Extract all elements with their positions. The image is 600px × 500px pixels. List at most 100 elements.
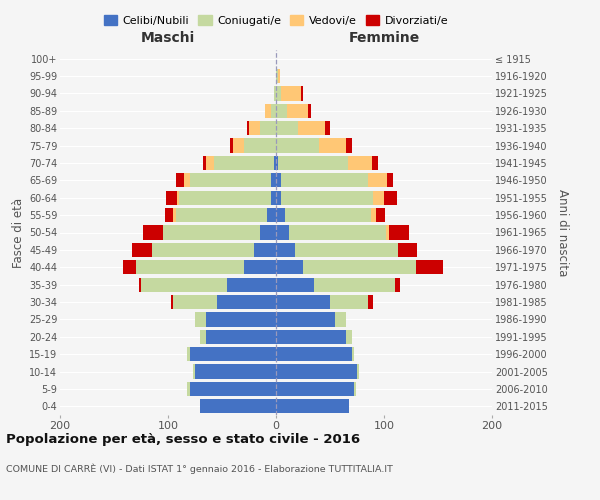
- Bar: [276, 190, 281, 205]
- Bar: [230, 138, 233, 152]
- Bar: [308, 104, 311, 118]
- Bar: [265, 104, 271, 118]
- Bar: [372, 156, 377, 170]
- Bar: [354, 382, 356, 396]
- Bar: [166, 190, 176, 205]
- Bar: [244, 138, 276, 152]
- Bar: [217, 295, 276, 309]
- Bar: [298, 121, 325, 136]
- Y-axis label: Anni di nascita: Anni di nascita: [556, 189, 569, 276]
- Bar: [276, 399, 349, 413]
- Bar: [289, 226, 386, 239]
- Bar: [416, 260, 443, 274]
- Bar: [276, 312, 335, 326]
- Bar: [276, 278, 314, 292]
- Bar: [195, 364, 276, 378]
- Bar: [281, 173, 368, 188]
- Bar: [184, 173, 190, 188]
- Bar: [190, 347, 276, 362]
- Bar: [281, 190, 373, 205]
- Bar: [227, 278, 276, 292]
- Bar: [346, 330, 352, 344]
- Bar: [206, 156, 214, 170]
- Bar: [276, 138, 319, 152]
- Bar: [176, 208, 268, 222]
- Bar: [386, 226, 389, 239]
- Bar: [276, 104, 287, 118]
- Bar: [195, 312, 206, 326]
- Bar: [325, 121, 330, 136]
- Bar: [176, 190, 179, 205]
- Bar: [274, 156, 276, 170]
- Bar: [190, 173, 271, 188]
- Bar: [314, 278, 395, 292]
- Bar: [206, 312, 276, 326]
- Y-axis label: Fasce di età: Fasce di età: [11, 198, 25, 268]
- Bar: [368, 173, 387, 188]
- Bar: [389, 226, 409, 239]
- Bar: [352, 347, 354, 362]
- Bar: [133, 243, 152, 257]
- Bar: [371, 208, 376, 222]
- Bar: [301, 86, 303, 101]
- Bar: [384, 190, 397, 205]
- Bar: [276, 260, 303, 274]
- Bar: [287, 104, 308, 118]
- Bar: [187, 382, 190, 396]
- Bar: [368, 295, 373, 309]
- Bar: [276, 156, 278, 170]
- Bar: [271, 173, 276, 188]
- Bar: [165, 208, 173, 222]
- Bar: [254, 243, 276, 257]
- Bar: [278, 156, 349, 170]
- Bar: [260, 121, 276, 136]
- Bar: [276, 382, 354, 396]
- Bar: [249, 121, 260, 136]
- Bar: [214, 156, 274, 170]
- Bar: [303, 260, 416, 274]
- Bar: [200, 399, 276, 413]
- Bar: [274, 86, 276, 101]
- Bar: [260, 226, 276, 239]
- Bar: [395, 278, 400, 292]
- Bar: [373, 190, 384, 205]
- Bar: [206, 330, 276, 344]
- Bar: [193, 364, 195, 378]
- Bar: [346, 138, 352, 152]
- Bar: [276, 69, 278, 83]
- Bar: [376, 208, 385, 222]
- Bar: [335, 312, 346, 326]
- Bar: [398, 243, 418, 257]
- Bar: [176, 173, 184, 188]
- Text: Maschi: Maschi: [141, 31, 195, 45]
- Bar: [268, 208, 276, 222]
- Bar: [187, 347, 190, 362]
- Bar: [276, 330, 346, 344]
- Bar: [200, 330, 206, 344]
- Bar: [276, 86, 281, 101]
- Bar: [171, 295, 173, 309]
- Bar: [349, 156, 372, 170]
- Bar: [276, 243, 295, 257]
- Bar: [387, 173, 392, 188]
- Bar: [163, 226, 260, 239]
- Bar: [284, 208, 371, 222]
- Bar: [276, 295, 330, 309]
- Bar: [247, 121, 249, 136]
- Bar: [122, 260, 136, 274]
- Bar: [276, 208, 284, 222]
- Bar: [136, 260, 244, 274]
- Bar: [203, 156, 206, 170]
- Bar: [143, 226, 163, 239]
- Bar: [330, 295, 368, 309]
- Bar: [276, 364, 357, 378]
- Bar: [276, 347, 352, 362]
- Bar: [278, 69, 280, 83]
- Bar: [190, 382, 276, 396]
- Legend: Celibi/Nubili, Coniugati/e, Vedovi/e, Divorziati/e: Celibi/Nubili, Coniugati/e, Vedovi/e, Di…: [100, 10, 452, 30]
- Bar: [319, 138, 346, 152]
- Bar: [233, 138, 244, 152]
- Bar: [173, 295, 217, 309]
- Bar: [271, 190, 276, 205]
- Bar: [271, 104, 276, 118]
